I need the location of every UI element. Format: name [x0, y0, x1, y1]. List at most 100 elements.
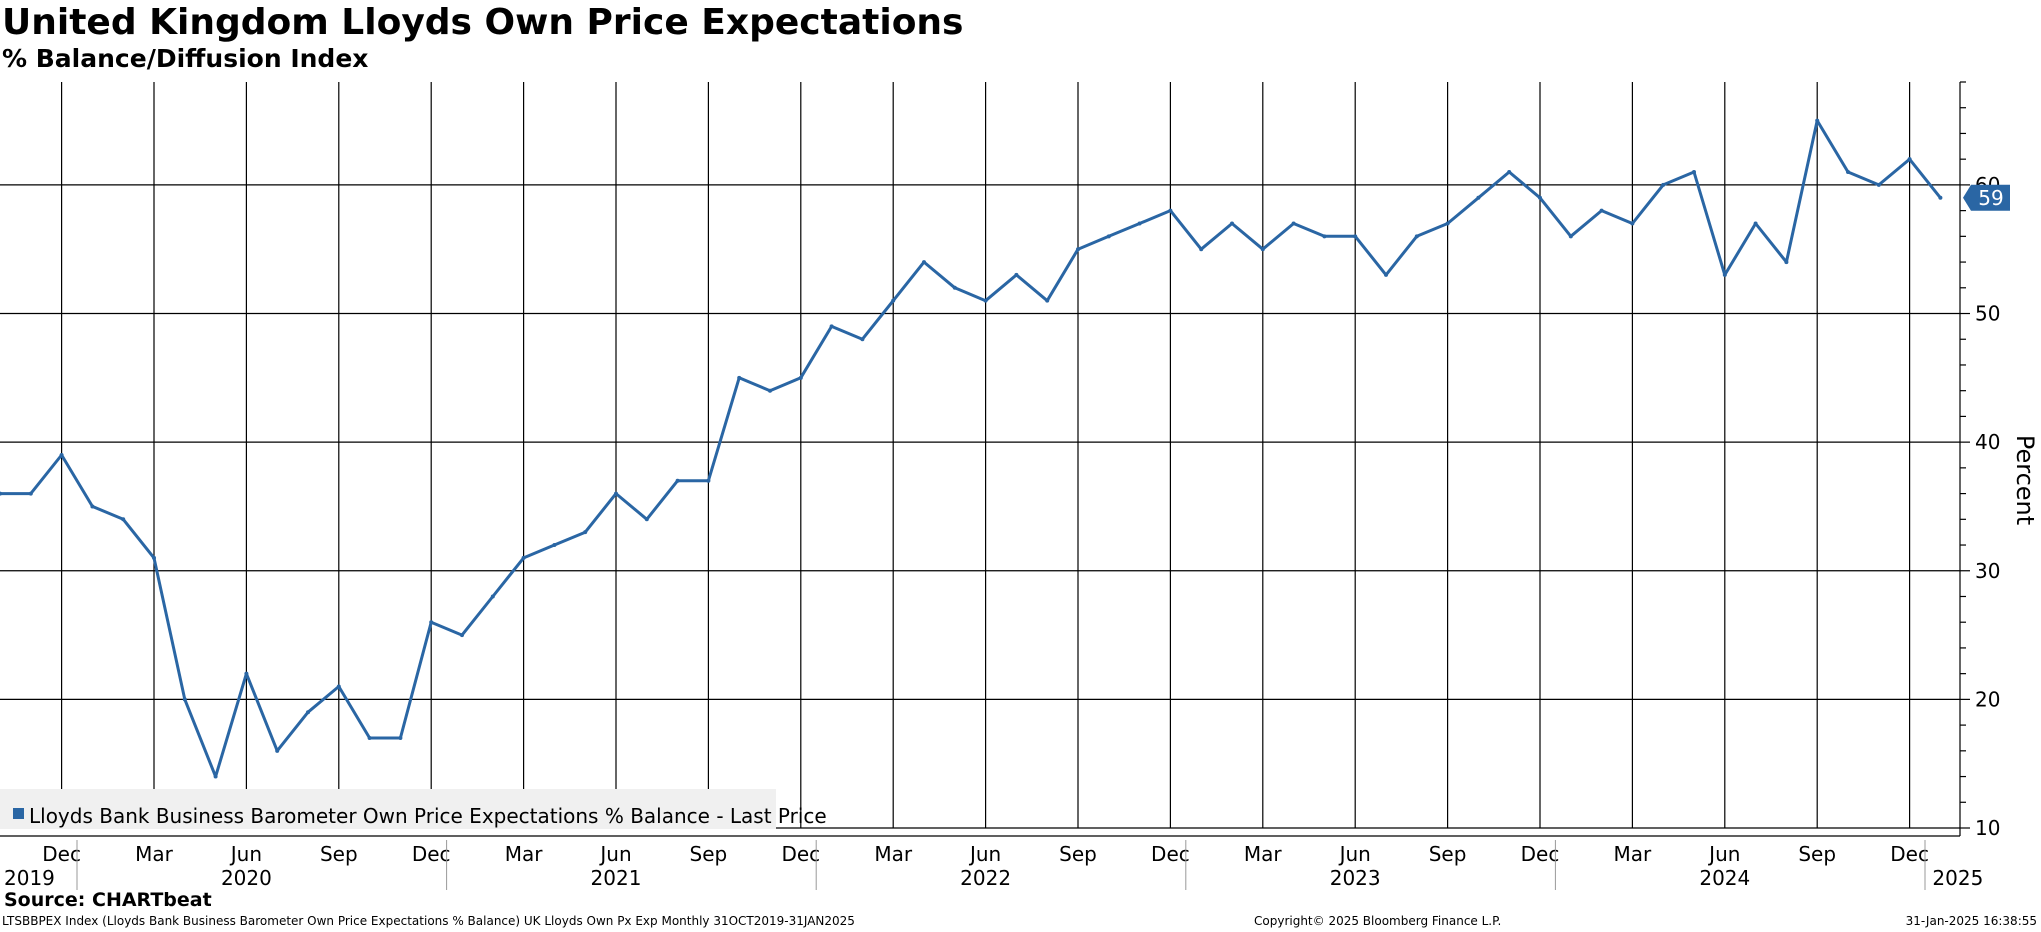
x-year-label: 2020 — [221, 866, 272, 890]
data-point-2022-08 — [1045, 298, 1050, 303]
x-tick-label: Sep — [690, 842, 728, 866]
data-point-2023-03 — [1260, 247, 1265, 252]
data-point-2020-10 — [367, 735, 372, 740]
y-tick-label: 10 — [1975, 816, 2000, 840]
data-point-2022-11 — [1137, 221, 1142, 226]
data-point-2020-07 — [275, 748, 280, 753]
data-point-2022-04 — [922, 260, 926, 265]
x-tick-label: Jun — [229, 842, 262, 866]
x-year-label: 2023 — [1330, 866, 1381, 890]
data-point-2020-11 — [398, 735, 403, 740]
data-point-2023-02 — [1230, 221, 1234, 226]
x-year-label: 2025 — [1932, 866, 1983, 890]
data-point-2023-05 — [1322, 234, 1327, 239]
data-point-2020-04 — [182, 697, 187, 702]
data-point-2023-11 — [1507, 170, 1512, 175]
data-point-2023-08 — [1414, 234, 1419, 239]
data-point-2024-12 — [1907, 157, 1912, 162]
data-point-2024-04 — [1661, 182, 1666, 187]
y-axis-title: Percent — [2011, 435, 2039, 525]
data-point-2019-12 — [59, 453, 64, 457]
data-point-2023-07 — [1384, 272, 1388, 277]
x-tick-label: Dec — [1151, 842, 1190, 866]
data-point-2024-11 — [1876, 182, 1881, 187]
x-tick-label: Mar — [135, 842, 174, 866]
x-tick-label: Dec — [412, 842, 451, 866]
data-point-2023-09 — [1445, 221, 1450, 226]
data-point-2021-02 — [490, 594, 495, 599]
data-point-2020-01 — [90, 504, 95, 509]
x-tick-label: Sep — [1059, 842, 1097, 866]
x-axis: Dec Mar Jun Sep Dec Mar Jun Sep Dec Mar Jun Sep Dec M… — [0, 835, 1983, 890]
vertical-gridlines — [60, 82, 1911, 828]
data-point-2022-01 — [829, 324, 834, 329]
data-points — [0, 118, 1943, 779]
x-tick-label: Sep — [1798, 842, 1836, 866]
data-point-2023-01 — [1199, 247, 1204, 252]
data-point-2022-02 — [860, 337, 865, 342]
data-point-2024-08 — [1784, 260, 1789, 265]
data-point-2020-09 — [336, 684, 341, 689]
x-year-label: 2021 — [591, 866, 642, 890]
x-tick-label: Mar — [874, 842, 913, 866]
data-point-2024-10 — [1846, 170, 1850, 175]
data-point-2020-02 — [121, 517, 126, 522]
last-value-badge: 59 — [1963, 184, 2010, 211]
x-tick-label: Sep — [1429, 842, 1467, 866]
data-point-2022-07 — [1014, 272, 1019, 277]
x-tick-label: Dec — [1890, 842, 1929, 866]
data-point-2023-12 — [1538, 195, 1542, 200]
chart-title: United Kingdom Lloyds Own Price Expectat… — [2, 2, 964, 43]
x-tick-label: Dec — [42, 842, 81, 866]
x-year-label: 2022 — [960, 866, 1011, 890]
x-tick-label: Sep — [320, 842, 358, 866]
x-year-label: 2024 — [1699, 866, 1750, 890]
data-point-2022-03 — [891, 298, 896, 303]
x-year-label: 2019 — [4, 866, 55, 890]
data-point-2021-12 — [798, 375, 803, 380]
data-point-2024-01 — [1568, 234, 1573, 239]
data-point-2021-03 — [521, 555, 526, 560]
ticker-description: LTSBBPEX Index (Lloyds Bank Business Bar… — [2, 914, 855, 928]
x-tick-label: Jun — [968, 842, 1001, 866]
legend-swatch — [13, 808, 24, 819]
x-tick-label: Mar — [1244, 842, 1283, 866]
data-point-2021-04 — [552, 543, 557, 548]
y-tick-label: 40 — [1975, 430, 2000, 454]
data-point-2020-08 — [306, 710, 310, 715]
last-value-label: 59 — [1978, 186, 2003, 210]
x-tick-label: Dec — [781, 842, 820, 866]
x-tick-label: Mar — [505, 842, 544, 866]
data-point-2024-03 — [1630, 221, 1635, 226]
y-tick-label: 50 — [1975, 302, 2000, 326]
data-point-2022-10 — [1106, 234, 1111, 239]
copyright-note: Copyright© 2025 Bloomberg Finance L.P. — [1254, 914, 1502, 928]
source-note: Source: CHARTbeat — [4, 889, 212, 911]
legend-background — [0, 789, 776, 829]
data-point-2021-06 — [614, 491, 618, 496]
data-point-2021-07 — [644, 517, 649, 522]
data-point-2019-10 — [0, 491, 2, 496]
data-point-2020-06 — [244, 671, 249, 676]
data-point-2024-05 — [1692, 170, 1696, 175]
data-point-2021-11 — [768, 388, 772, 393]
data-point-2021-01 — [460, 633, 464, 638]
last-value-badge-shape — [1963, 184, 2010, 211]
data-point-2021-05 — [583, 530, 588, 535]
data-point-2025-01 — [1938, 195, 1943, 200]
timestamp: 31-Jan-2025 16:38:55 — [1905, 914, 2037, 928]
x-tick-label: Mar — [1614, 842, 1653, 866]
data-point-2023-10 — [1476, 195, 1481, 200]
data-point-2024-02 — [1599, 208, 1604, 213]
x-tick-label: Jun — [1338, 842, 1371, 866]
data-point-2020-05 — [213, 774, 218, 779]
line-chart: Dec Mar Jun Sep Dec Mar Jun Sep Dec Mar Jun Sep Dec M… — [0, 81, 2039, 890]
y-tick-label: 30 — [1975, 559, 2000, 583]
data-point-2023-04 — [1291, 221, 1296, 226]
x-tick-label: Jun — [598, 842, 631, 866]
data-point-2019-11 — [28, 491, 33, 496]
data-point-2021-10 — [737, 375, 742, 380]
x-tick-label: Dec — [1521, 842, 1560, 866]
series-line — [0, 119, 1942, 779]
data-point-2021-08 — [675, 478, 680, 483]
